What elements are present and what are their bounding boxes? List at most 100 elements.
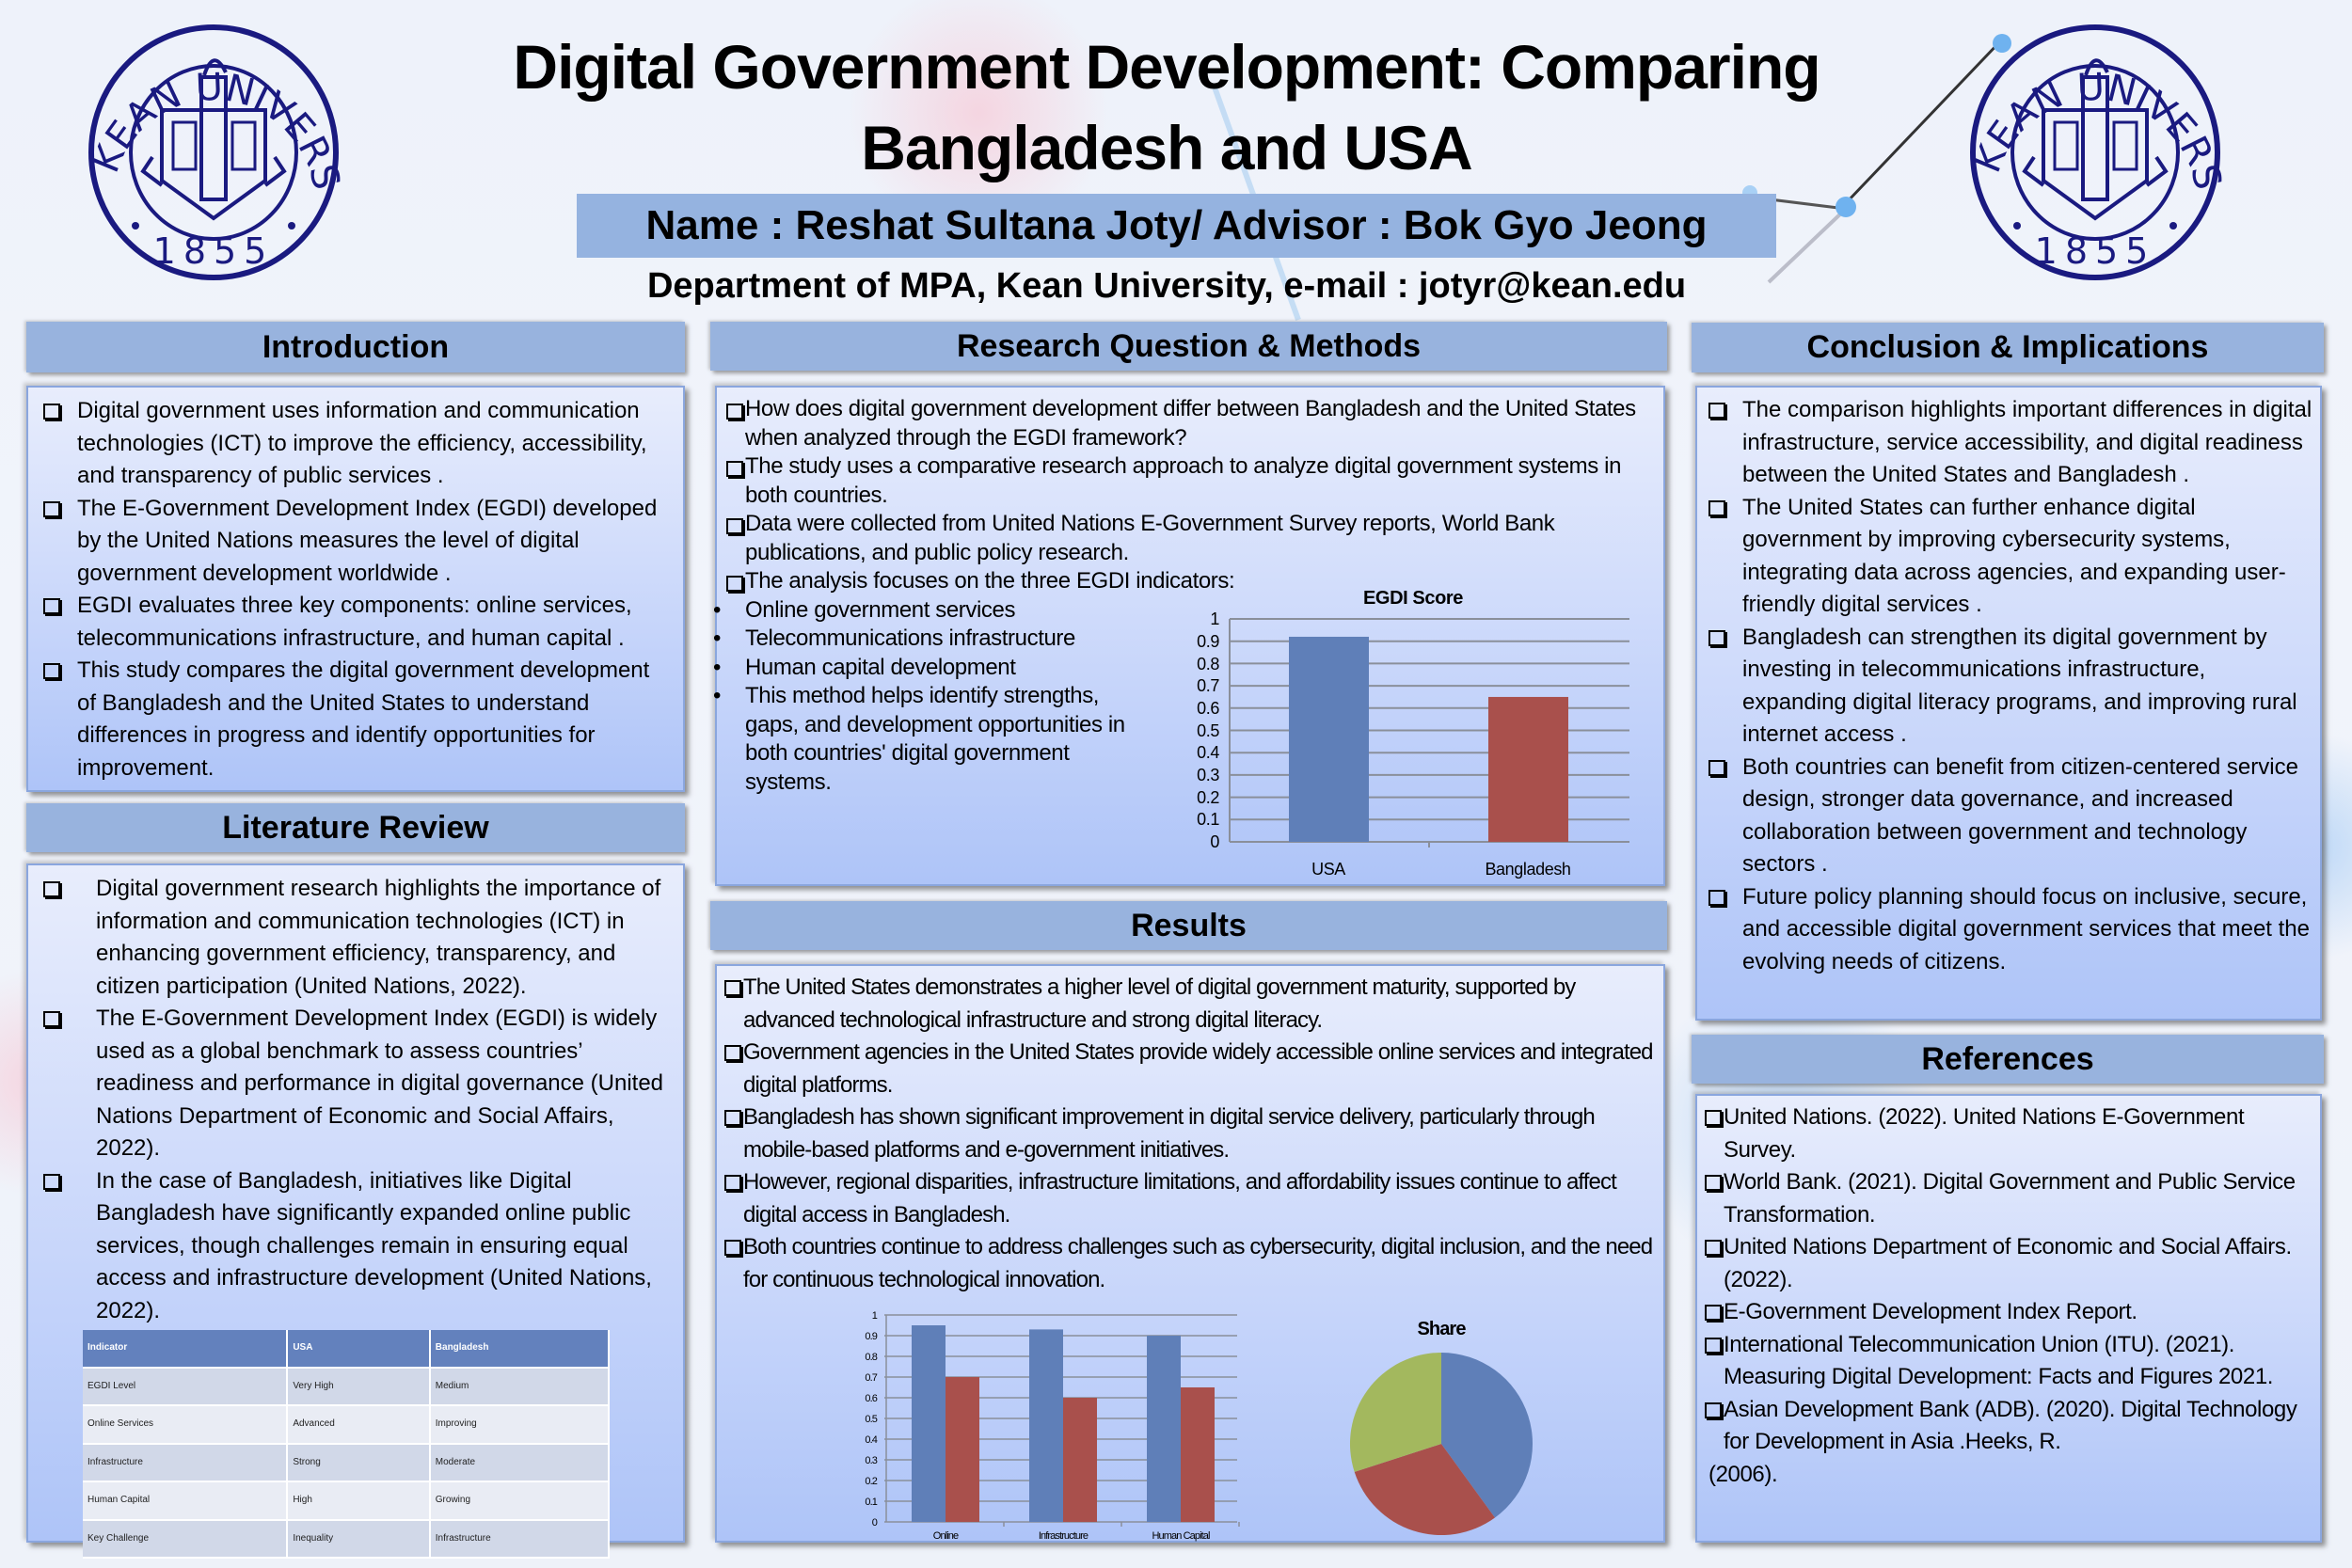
svg-text:0.6: 0.6 bbox=[1197, 699, 1219, 718]
table-row: Infrastructure Strong Moderate bbox=[83, 1443, 611, 1482]
conclusion-list: The comparison highlights important diff… bbox=[1699, 394, 2312, 978]
table-row: Online Services Advanced Improving bbox=[83, 1405, 611, 1445]
list-item: Bangladesh can strengthen its digital go… bbox=[1699, 622, 2312, 752]
svg-text:1: 1 bbox=[872, 1310, 878, 1322]
x-axis-labels: USA Bangladesh bbox=[1311, 860, 1571, 879]
methods-indicator-list: Online government services Telecommunica… bbox=[702, 596, 1153, 798]
checkbox-bullet-icon bbox=[1708, 499, 1725, 516]
x-axis-labels: Online Infrastructure Human Capital bbox=[933, 1530, 1211, 1542]
table-header-cell: USA bbox=[287, 1330, 431, 1369]
results-panel: The United States demonstrates a higher … bbox=[715, 964, 1665, 1543]
author-banner: Name : Reshat Sultana Joty/ Advisor : Bo… bbox=[577, 194, 1776, 258]
svg-text:0.2: 0.2 bbox=[1197, 788, 1219, 807]
table-header-cell: Indicator bbox=[83, 1330, 289, 1369]
checkbox-bullet-icon bbox=[1708, 759, 1725, 776]
svg-text:0.8: 0.8 bbox=[1197, 655, 1219, 673]
svg-text:Online: Online bbox=[933, 1530, 959, 1542]
series-usa bbox=[912, 1325, 1181, 1522]
list-item: The comparison highlights important diff… bbox=[1699, 394, 2312, 492]
svg-text:0.9: 0.9 bbox=[865, 1331, 877, 1342]
checkbox-bullet-icon bbox=[43, 881, 60, 897]
table-row: Key Challenge Inequality Infrastructure bbox=[83, 1519, 611, 1559]
reference-item: Asian Development Bank (ADB). (2020). Di… bbox=[1699, 1394, 2312, 1459]
comparison-table: Indicator USA Bangladesh EGDI Level Very… bbox=[83, 1330, 611, 1559]
list-item: The United States demonstrates a higher … bbox=[719, 972, 1654, 1037]
checkbox-bullet-icon bbox=[1708, 403, 1725, 419]
literature-review-heading-text: Literature Review bbox=[222, 809, 489, 846]
svg-text:0.1: 0.1 bbox=[1197, 810, 1219, 829]
results-list: The United States demonstrates a higher … bbox=[719, 972, 1654, 1296]
references-heading-text: References bbox=[1921, 1040, 2094, 1077]
list-item: Digital government uses information and … bbox=[34, 395, 674, 493]
checkbox-bullet-icon bbox=[43, 1011, 60, 1027]
introduction-list: Digital government uses information and … bbox=[34, 395, 674, 784]
methods-heading-text: Research Question & Methods bbox=[956, 327, 1422, 364]
list-item: Online government services bbox=[702, 596, 1153, 626]
list-item: Both countries continue to address chall… bbox=[719, 1231, 1654, 1296]
svg-text:1855: 1855 bbox=[2035, 230, 2156, 272]
list-item: How does digital government development … bbox=[721, 395, 1646, 452]
list-item: The E-Government Development Index (EGDI… bbox=[34, 1003, 675, 1165]
table-row: Human Capital High Growing bbox=[83, 1481, 611, 1521]
svg-text:Infrastructure: Infrastructure bbox=[1039, 1530, 1089, 1542]
checkbox-bullet-icon bbox=[1705, 1175, 1722, 1191]
list-item: In the case of Bangladesh, initiatives l… bbox=[34, 1165, 675, 1328]
bar-usa-human-capital bbox=[1147, 1336, 1181, 1522]
poster-title-line-1: Digital Government Development: Comparin… bbox=[513, 32, 1820, 102]
bar-usa-infrastructure bbox=[1029, 1329, 1063, 1522]
indicator-comparison-bar-chart: 0 0.1 0.2 0.3 0.4 0.5 0.6 0.7 0.8 0.9 1 bbox=[828, 1303, 1242, 1542]
checkbox-bullet-icon bbox=[724, 1240, 741, 1256]
checkbox-bullet-icon bbox=[1705, 1337, 1722, 1354]
pie-slice-green bbox=[1349, 1353, 1441, 1472]
reference-item: United Nations Department of Economic an… bbox=[1699, 1231, 2312, 1296]
introduction-panel: Digital government uses information and … bbox=[26, 386, 685, 792]
svg-text:0.1: 0.1 bbox=[865, 1497, 877, 1508]
svg-text:1: 1 bbox=[1210, 610, 1219, 628]
pie-slice-red bbox=[1354, 1444, 1495, 1536]
checkbox-bullet-icon bbox=[726, 576, 743, 592]
svg-text:KEAN UNIVERSITY: KEAN UNIVERSITY bbox=[87, 21, 341, 194]
kean-university-seal-icon: KEAN UNIVERSITY 1855 bbox=[1956, 0, 2230, 280]
results-heading-text: Results bbox=[1131, 907, 1247, 943]
svg-text:0: 0 bbox=[1210, 832, 1219, 851]
list-item: Telecommunications infrastructure bbox=[702, 625, 1153, 654]
chart-title: Share bbox=[1417, 1319, 1466, 1339]
reference-trailing-text: (2006). bbox=[1708, 1461, 1778, 1487]
checkbox-bullet-icon bbox=[724, 1045, 741, 1061]
methods-heading: Research Question & Methods bbox=[710, 322, 1667, 371]
checkbox-bullet-icon bbox=[724, 1110, 741, 1126]
poster-title-line-2: Bangladesh and USA bbox=[861, 113, 1472, 182]
author-advisor-text: Name : Reshat Sultana Joty/ Advisor : Bo… bbox=[645, 202, 1708, 248]
checkbox-bullet-icon bbox=[1708, 889, 1725, 906]
list-item: Human capital development bbox=[702, 654, 1153, 683]
checkbox-bullet-icon bbox=[1705, 1402, 1722, 1418]
kean-university-seal-right: KEAN UNIVERSITY 1855 bbox=[1956, 0, 2230, 284]
table-row: EGDI Level Very High Medium bbox=[83, 1367, 611, 1406]
series-bangladesh bbox=[946, 1377, 1215, 1522]
checkbox-bullet-icon bbox=[726, 461, 743, 477]
list-item: The analysis focuses on the three EGDI i… bbox=[721, 567, 1646, 596]
checkbox-bullet-icon bbox=[726, 404, 743, 420]
svg-text:USA: USA bbox=[1311, 860, 1345, 879]
table-header-row: Indicator USA Bangladesh bbox=[83, 1330, 611, 1369]
svg-text:KEAN UNIVERSITY: KEAN UNIVERSITY bbox=[1968, 21, 2222, 194]
bar-bangladesh-online bbox=[946, 1377, 979, 1522]
references-list: United Nations. (2022). United Nations E… bbox=[1699, 1101, 2312, 1459]
svg-text:0.7: 0.7 bbox=[1197, 676, 1219, 695]
literature-review-heading: Literature Review bbox=[26, 803, 685, 852]
references-heading: References bbox=[1692, 1035, 2324, 1084]
bar-bangladesh-human-capital bbox=[1181, 1387, 1215, 1522]
methods-question-list: How does digital government development … bbox=[721, 395, 1656, 596]
svg-text:0.4: 0.4 bbox=[1197, 743, 1219, 762]
list-item: The United States can further enhance di… bbox=[1699, 492, 2312, 622]
introduction-heading: Introduction bbox=[26, 322, 685, 372]
svg-text:Bangladesh: Bangladesh bbox=[1485, 860, 1570, 879]
list-item: The study uses a comparative research ap… bbox=[721, 452, 1646, 510]
svg-text:0: 0 bbox=[872, 1517, 878, 1528]
list-item: This method helps identify strengths, ga… bbox=[702, 682, 1153, 797]
list-item: Bangladesh has shown significant improve… bbox=[719, 1101, 1654, 1166]
svg-text:0.5: 0.5 bbox=[865, 1414, 877, 1425]
literature-review-panel: Digital government research highlights t… bbox=[26, 863, 685, 1559]
share-pie-chart: Share bbox=[1338, 1314, 1545, 1540]
reference-item: United Nations. (2022). United Nations E… bbox=[1699, 1101, 2312, 1166]
